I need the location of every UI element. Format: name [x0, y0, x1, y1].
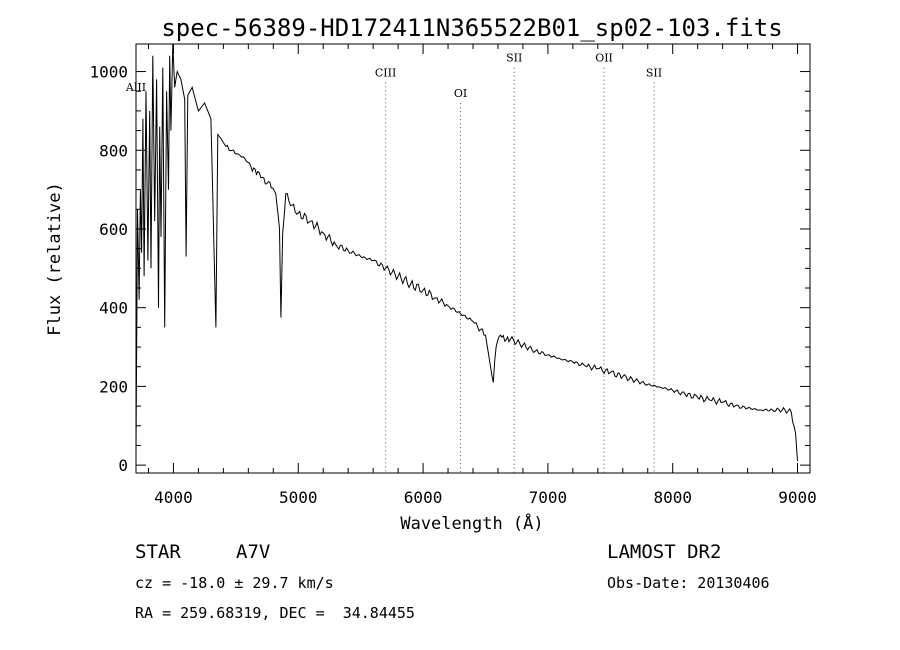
- y-tick-label: 400: [99, 299, 128, 318]
- x-axis-label: Wavelength (Å): [400, 512, 543, 534]
- line-marker-label: SII: [646, 66, 662, 79]
- coordinates: RA = 259.68319, DEC = 34.84455: [135, 604, 415, 622]
- observation-date: Obs-Date: 20130406: [607, 574, 770, 592]
- y-tick-label: 0: [118, 456, 128, 475]
- plot-area: 4000 5000 6000 7000 8000 9000 0 200 400 600 800 100…: [89, 43, 817, 507]
- radial-velocity: cz = -18.0 ± 29.7 km/s: [135, 574, 334, 592]
- x-tick-label: 4000: [154, 488, 193, 507]
- x-tick-label: 5000: [279, 488, 318, 507]
- line-marker-label: AlII: [125, 81, 146, 94]
- x-tick-label: 7000: [529, 488, 568, 507]
- object-class: STAR: [135, 541, 181, 563]
- spectrum-series-line: [135, 43, 798, 462]
- survey-name: LAMOST DR2: [607, 541, 722, 563]
- y-tick-label: 800: [99, 141, 128, 160]
- y-tick-label: 200: [99, 377, 128, 396]
- x-tick-label: 6000: [404, 488, 443, 507]
- y-tick-label: 600: [99, 220, 128, 239]
- line-marker-label: CIII: [375, 66, 396, 79]
- plot-frame: [135, 43, 811, 474]
- chart-title: spec-56389-HD172411N365522B01_sp02-103.f…: [161, 14, 782, 42]
- y-tick-label: 1000: [89, 63, 128, 82]
- y-axis-label: Flux (relative): [45, 182, 65, 336]
- line-marker-label: OI: [454, 87, 467, 100]
- x-tick-label: 8000: [653, 488, 692, 507]
- line-marker-label: OII: [595, 52, 613, 65]
- spectral-subclass: A7V: [236, 541, 271, 563]
- line-marker-label: SII: [506, 52, 522, 65]
- x-tick-label: 9000: [778, 488, 817, 507]
